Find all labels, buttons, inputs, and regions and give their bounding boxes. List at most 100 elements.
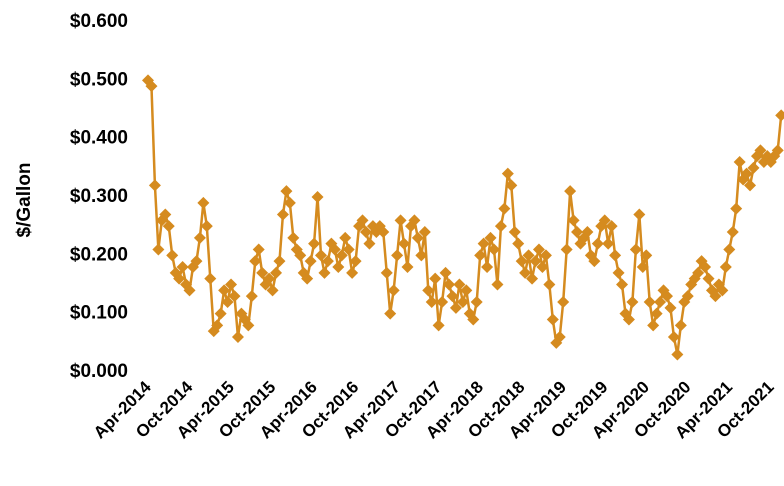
- marker: [359, 226, 372, 238]
- marker: [339, 231, 352, 244]
- marker: [152, 243, 165, 256]
- marker: [328, 243, 341, 256]
- marker: [650, 307, 663, 320]
- marker: [380, 266, 393, 279]
- marker: [321, 255, 334, 268]
- marker: [418, 226, 431, 238]
- marker: [231, 331, 244, 343]
- marker: [622, 313, 635, 326]
- marker: [256, 266, 269, 279]
- marker: [567, 214, 580, 227]
- marker: [225, 278, 238, 291]
- marker: [692, 266, 705, 279]
- y-tick-label: $0.600: [70, 11, 128, 32]
- marker: [591, 237, 604, 250]
- y-tick-label: $0.300: [70, 186, 128, 207]
- marker: [771, 144, 784, 157]
- marker: [733, 156, 746, 168]
- marker: [560, 243, 573, 256]
- marker: [505, 179, 518, 192]
- marker: [553, 331, 566, 343]
- marker: [474, 249, 487, 262]
- marker: [719, 261, 732, 273]
- marker: [661, 290, 673, 303]
- marker: [411, 231, 424, 244]
- marker: [252, 243, 265, 256]
- marker: [512, 237, 525, 250]
- marker: [699, 261, 712, 273]
- marker: [266, 284, 279, 297]
- marker: [415, 249, 428, 262]
- marker: [571, 226, 584, 238]
- marker: [162, 220, 175, 233]
- marker: [612, 266, 625, 279]
- marker: [242, 319, 255, 332]
- marker: [276, 208, 289, 221]
- marker: [408, 214, 421, 227]
- marker: [515, 255, 528, 268]
- marker: [422, 284, 435, 297]
- marker: [484, 231, 497, 244]
- marker: [519, 266, 532, 279]
- marker: [391, 249, 404, 262]
- marker: [532, 243, 545, 256]
- marker: [557, 296, 570, 308]
- marker: [176, 261, 189, 273]
- marker: [671, 348, 684, 361]
- y-tick-label: $0.100: [70, 303, 128, 324]
- marker: [318, 266, 331, 279]
- marker: [588, 255, 601, 268]
- marker: [145, 80, 158, 93]
- marker: [581, 226, 594, 238]
- marker: [173, 272, 186, 285]
- marker: [640, 249, 653, 262]
- y-tick-label: $0.400: [70, 128, 128, 149]
- marker: [436, 296, 449, 308]
- marker: [304, 255, 317, 268]
- marker: [200, 220, 213, 233]
- marker: [716, 284, 729, 297]
- marker: [584, 249, 597, 262]
- marker: [280, 185, 293, 198]
- marker: [629, 243, 642, 256]
- marker: [159, 208, 172, 221]
- marker: [221, 296, 234, 308]
- marker: [598, 214, 611, 227]
- marker: [775, 109, 784, 122]
- marker: [263, 272, 276, 285]
- marker: [301, 272, 314, 285]
- marker: [245, 290, 258, 303]
- marker: [494, 220, 507, 233]
- y-axis-label: $/Gallon: [14, 163, 35, 238]
- marker: [626, 296, 639, 308]
- marker: [190, 255, 203, 268]
- marker: [664, 301, 677, 314]
- marker: [539, 249, 552, 262]
- marker: [349, 255, 362, 268]
- marker: [470, 296, 483, 308]
- marker: [526, 272, 539, 285]
- marker: [432, 319, 445, 332]
- marker: [387, 284, 400, 297]
- marker: [394, 214, 407, 227]
- marker: [342, 243, 355, 256]
- marker: [228, 290, 241, 303]
- marker: [204, 272, 217, 285]
- marker: [654, 296, 667, 308]
- marker: [166, 249, 179, 262]
- marker: [429, 272, 442, 285]
- marker: [740, 167, 753, 180]
- marker: [273, 255, 286, 268]
- marker: [602, 237, 615, 250]
- marker: [270, 266, 283, 279]
- marker: [311, 191, 324, 203]
- marker: [193, 231, 206, 244]
- marker: [643, 296, 656, 308]
- marker: [681, 290, 694, 303]
- marker: [249, 255, 262, 268]
- marker: [449, 301, 462, 314]
- marker: [667, 331, 680, 343]
- marker: [460, 284, 473, 297]
- marker: [754, 144, 767, 157]
